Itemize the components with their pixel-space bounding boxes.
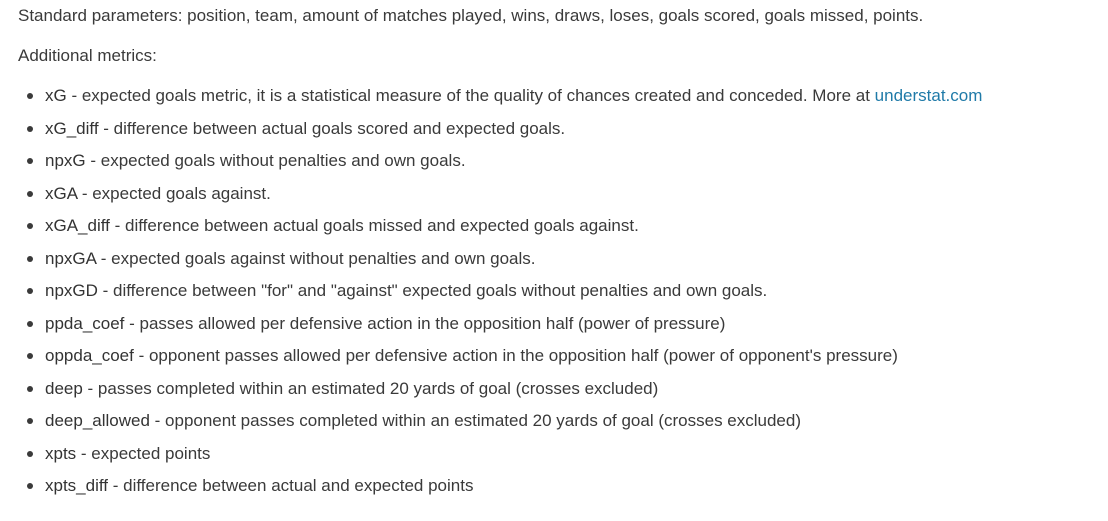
metric-term: npxGA xyxy=(45,248,97,268)
bullet-icon xyxy=(27,385,33,392)
list-item: oppda_coef - opponent passes allowed per… xyxy=(24,345,982,378)
metric-description: - difference between actual goals scored… xyxy=(98,118,566,138)
list-item: xG - expected goals metric, it is a stat… xyxy=(24,85,982,118)
metric-term: xGA xyxy=(45,183,78,203)
list-item: xGA_diff - difference between actual goa… xyxy=(24,215,982,248)
metric-term: deep xyxy=(45,378,83,398)
metric-term: ppda_coef xyxy=(45,313,125,333)
bullet-icon xyxy=(27,158,33,164)
metric-description: - expected goals against without penalti… xyxy=(96,248,536,268)
metric-description: - expected points xyxy=(76,443,211,463)
list-item: xpts_diff - difference between actual an… xyxy=(24,475,982,508)
bullet-icon xyxy=(27,93,33,99)
list-item: xpts - expected points xyxy=(24,443,982,476)
metric-term: oppda_coef xyxy=(45,346,134,365)
bullet-icon xyxy=(27,450,33,457)
bullet-icon xyxy=(27,483,33,489)
metric-term: npxG xyxy=(45,151,86,170)
bullet-icon xyxy=(27,190,33,197)
metric-description: - difference between actual and expected… xyxy=(108,476,474,495)
list-item: ppda_coef - passes allowed per defensive… xyxy=(24,313,982,346)
metric-description: - passes allowed per defensive action in… xyxy=(124,313,726,333)
list-item: xG_diff - difference between actual goal… xyxy=(24,118,982,151)
metric-term: xGA_diff xyxy=(45,216,110,235)
metrics-list: xG - expected goals metric, it is a stat… xyxy=(24,85,982,508)
bullet-icon xyxy=(27,223,33,229)
metric-term: xpts_diff xyxy=(45,476,109,495)
bullet-icon xyxy=(27,320,33,327)
metric-term: xpts xyxy=(45,443,77,463)
metric-term: deep_allowed xyxy=(45,411,150,430)
list-item: deep - passes completed within an estima… xyxy=(24,378,982,411)
metric-term: xG_diff xyxy=(45,118,99,138)
bullet-icon xyxy=(27,255,33,262)
list-item: xGA - expected goals against. xyxy=(24,183,982,216)
list-item: npxGA - expected goals against without p… xyxy=(24,248,982,281)
metric-description: - expected goals metric, it is a statist… xyxy=(66,86,875,105)
metric-description: - difference between "for" and "against"… xyxy=(97,281,768,300)
additional-metrics-heading: Additional metrics: xyxy=(18,46,157,65)
metric-description: - opponent passes completed within an es… xyxy=(149,411,802,430)
metric-description: - passes completed within an estimated 2… xyxy=(82,378,659,398)
metric-term: xG xyxy=(45,86,67,105)
metric-term: npxGD xyxy=(45,281,98,300)
list-item: deep_allowed - opponent passes completed… xyxy=(24,410,982,443)
standard-parameters-text: Standard parameters: position, team, amo… xyxy=(18,6,924,25)
metric-description: - opponent passes allowed per defensive … xyxy=(133,346,898,365)
bullet-icon xyxy=(27,418,33,424)
bullet-icon xyxy=(27,353,33,359)
bullet-icon xyxy=(27,288,33,294)
list-item: npxG - expected goals without penalties … xyxy=(24,150,982,183)
bullet-icon xyxy=(27,125,33,132)
metric-description: - expected goals without penalties and o… xyxy=(85,151,466,170)
list-item: npxGD - difference between "for" and "ag… xyxy=(24,280,982,313)
metric-description: - expected goals against. xyxy=(77,183,271,203)
metric-description: - difference between actual goals missed… xyxy=(109,216,639,235)
understat-link[interactable]: understat.com xyxy=(874,86,983,105)
